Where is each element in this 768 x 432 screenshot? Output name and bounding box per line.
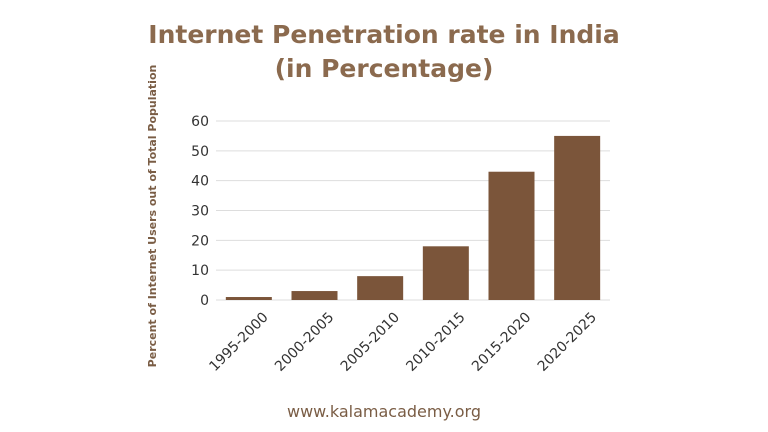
y-tick-label: 10 bbox=[191, 263, 209, 279]
y-tick-label: 0 bbox=[200, 293, 209, 309]
x-tick-label: 2005-2010 bbox=[338, 310, 403, 375]
y-tick-label: 60 bbox=[191, 114, 209, 130]
bars bbox=[225, 135, 601, 300]
y-axis-ticks: 0 10 20 30 40 50 60 bbox=[191, 114, 209, 309]
bar-2010-2015 bbox=[422, 246, 469, 300]
y-tick-label: 50 bbox=[191, 144, 209, 160]
x-tick-label: 1995-2000 bbox=[206, 310, 271, 375]
bar-2015-2020 bbox=[488, 171, 535, 300]
grid-lines bbox=[216, 120, 610, 301]
bar-2005-2010 bbox=[357, 276, 404, 300]
footer-website: www.kalamacademy.org bbox=[286, 402, 481, 421]
y-tick-label: 40 bbox=[191, 174, 209, 190]
y-axis-label: Percent of Internet Users out of Total P… bbox=[146, 65, 159, 368]
chart-title-line1: Internet Penetration rate in India bbox=[148, 20, 620, 49]
chart-title-line2: (in Percentage) bbox=[274, 54, 494, 83]
bar-2000-2005 bbox=[291, 291, 338, 300]
y-tick-label: 30 bbox=[191, 204, 209, 220]
chart-title: Internet Penetration rate in India (in P… bbox=[0, 18, 768, 86]
x-tick-label: 2000-2005 bbox=[272, 310, 337, 375]
bar-2020-2025 bbox=[554, 135, 601, 300]
x-axis-ticks: 1995-2000 2000-2005 2005-2010 2010-2015 2015… bbox=[206, 310, 600, 375]
x-tick-label: 2015-2020 bbox=[469, 310, 534, 375]
x-tick-label: 2010-2015 bbox=[403, 310, 468, 375]
y-tick-label: 20 bbox=[191, 233, 209, 249]
x-tick-label: 2020-2025 bbox=[535, 310, 600, 375]
bar-1995-2000 bbox=[225, 297, 272, 300]
